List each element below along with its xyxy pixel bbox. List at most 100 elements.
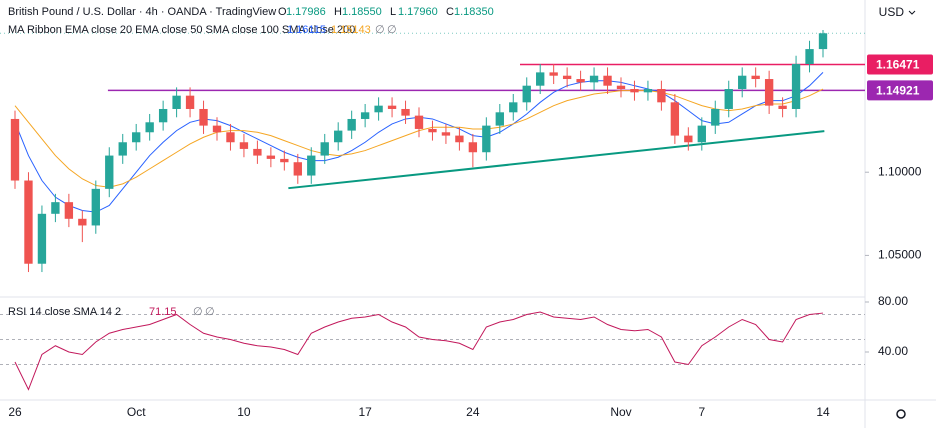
- candle-body: [603, 75, 612, 86]
- candle-body: [145, 122, 154, 133]
- candle-body: [549, 72, 558, 76]
- settings-icon[interactable]: [896, 409, 906, 419]
- candle-body: [576, 79, 585, 83]
- ohlc-value: 1.17986: [286, 6, 326, 18]
- level-label-box: [867, 54, 933, 75]
- candle-body: [239, 142, 249, 149]
- candle-body: [495, 112, 504, 126]
- trendline: [288, 130, 825, 190]
- candle-body: [24, 180, 33, 264]
- candle-body: [441, 132, 451, 136]
- x-tick-label: Nov: [610, 405, 631, 419]
- candle-body: [724, 89, 733, 109]
- plot-area: [0, 29, 865, 391]
- currency-dropdown[interactable]: [908, 10, 916, 15]
- candle-body: [791, 64, 801, 109]
- candle-body: [657, 89, 666, 103]
- x-tick-label: 10: [237, 405, 251, 419]
- candle-body: [51, 202, 60, 214]
- ohlc-value: 1.18350: [454, 6, 494, 18]
- candle-body: [280, 158, 289, 163]
- candle-body: [630, 89, 639, 93]
- candle-body: [616, 85, 626, 90]
- candle-body: [118, 142, 127, 156]
- candle-body: [360, 112, 370, 119]
- candle-body: [643, 89, 653, 93]
- candle-body: [778, 105, 787, 109]
- candle-body: [226, 132, 235, 143]
- candle-body: [697, 125, 706, 143]
- level-label: 1.14921: [876, 84, 920, 98]
- y-tick-label: 1.10000: [878, 164, 922, 178]
- x-tick-label: 14: [816, 405, 830, 419]
- y-tick-label: 1.05000: [878, 248, 922, 262]
- y-tick-label: 40.00: [878, 344, 908, 358]
- candle-body: [158, 108, 168, 123]
- candle-body: [212, 125, 222, 133]
- candle-body: [509, 102, 518, 113]
- ohlc-value: 1.17960: [398, 6, 438, 18]
- symbol-title: British Pound / U.S. Dollar · 4h · OANDA…: [8, 6, 276, 18]
- candle-body: [64, 202, 74, 219]
- candle-body: [10, 118, 20, 181]
- ohlc-label: L: [390, 6, 396, 18]
- candle-body: [185, 95, 195, 109]
- ohlc-label: C: [446, 6, 454, 18]
- candle-body: [764, 79, 774, 106]
- overlay: British Pound / U.S. Dollar · 4h · OANDA…: [8, 5, 933, 419]
- indicator-value: 71.15: [149, 306, 177, 318]
- candle-body: [320, 142, 329, 156]
- candle-body: [482, 125, 491, 153]
- candle-body: [455, 135, 464, 143]
- candle-body: [307, 155, 316, 176]
- indicator-value: 1.15143: [331, 24, 371, 36]
- candle-body: [78, 218, 87, 226]
- indicator-value: ∅: [193, 306, 203, 318]
- x-tick-label: 17: [358, 405, 372, 419]
- candle-body: [105, 155, 114, 189]
- indicator-value: ∅: [387, 24, 397, 36]
- rsi-line: [14, 311, 824, 391]
- candle-body: [91, 188, 100, 226]
- candle-body: [818, 33, 828, 50]
- indicator-value: 1.16115: [287, 24, 326, 36]
- candle-body: [199, 108, 208, 126]
- candle-body: [562, 75, 572, 80]
- candle-body: [670, 102, 680, 136]
- candle-body: [414, 115, 424, 129]
- level-label-box: [867, 80, 933, 101]
- x-tick-label: 7: [698, 405, 705, 419]
- x-tick-label: Oct: [127, 405, 146, 419]
- rsi-title: RSI 14 close SMA 14 2: [8, 306, 121, 318]
- candle-body: [293, 162, 302, 176]
- candle-body: [711, 108, 720, 126]
- candle-body: [805, 49, 814, 65]
- candle-body: [684, 135, 693, 143]
- candle-body: [751, 75, 760, 80]
- indicator-value: ∅: [375, 24, 385, 36]
- candle-body: [522, 85, 531, 103]
- x-tick-label: 26: [8, 405, 22, 419]
- candle-body: [536, 72, 545, 86]
- ohlc-label: H: [334, 6, 342, 18]
- level-label: 1.16471: [876, 58, 920, 72]
- ma-title: MA Ribbon EMA close 20 EMA close 50 SMA …: [8, 24, 355, 36]
- candle-body: [334, 130, 343, 143]
- candle-body: [387, 105, 397, 109]
- candle-body: [374, 105, 383, 113]
- ohlc-label: O: [278, 6, 287, 18]
- currency[interactable]: USD: [879, 5, 905, 19]
- candle-body: [253, 148, 262, 156]
- candle-body: [132, 132, 141, 143]
- candle-body: [589, 75, 599, 83]
- candle-body: [266, 155, 276, 159]
- candle-body: [428, 128, 437, 133]
- candle-body: [37, 213, 47, 264]
- y-tick-label: 80.00: [878, 294, 908, 308]
- candle-body: [401, 108, 410, 116]
- candle-body: [172, 95, 181, 109]
- candle-body: [468, 142, 478, 153]
- candle-body: [738, 75, 747, 90]
